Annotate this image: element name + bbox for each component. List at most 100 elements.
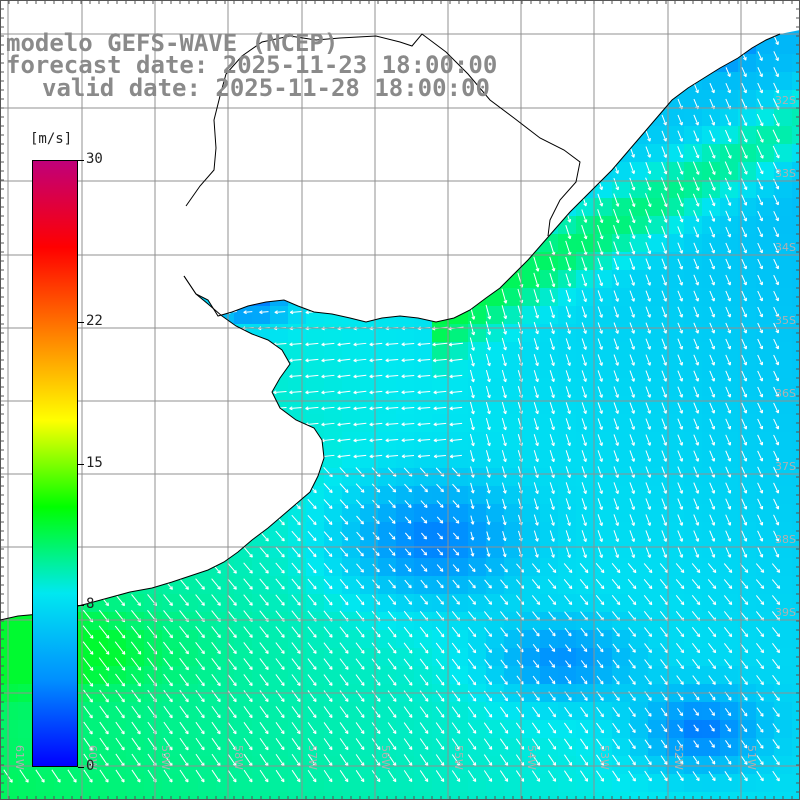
field-cell <box>666 630 685 649</box>
field-cell <box>756 594 775 613</box>
field-cell <box>630 612 649 631</box>
lon-label: 61W <box>13 745 26 770</box>
field-cell <box>594 468 613 487</box>
field-cell <box>540 666 559 685</box>
field-cell <box>378 468 397 487</box>
field-cell <box>684 90 703 109</box>
field-cell <box>270 540 289 559</box>
field-cell <box>414 612 433 631</box>
field-cell <box>504 504 523 523</box>
field-cell <box>594 702 613 721</box>
field-cell <box>684 540 703 559</box>
field-cell <box>288 738 307 757</box>
field-cell <box>432 522 451 541</box>
field-cell <box>756 288 775 307</box>
field-cell <box>684 396 703 415</box>
field-cell <box>648 504 667 523</box>
field-cell <box>378 594 397 613</box>
field-cell <box>360 414 379 433</box>
field-cell <box>540 396 559 415</box>
field-cell <box>540 270 559 289</box>
field-cell <box>234 576 253 595</box>
field-cell <box>720 414 739 433</box>
colorbar-tick-label: 22 <box>86 312 103 329</box>
field-cell <box>756 468 775 487</box>
field-cell <box>702 666 721 685</box>
field-cell <box>738 630 757 649</box>
field-cell <box>18 666 37 685</box>
field-cell <box>774 702 793 721</box>
field-cell <box>486 450 505 469</box>
field-cell <box>774 450 793 469</box>
field-cell <box>360 342 379 361</box>
field-cell <box>486 522 505 541</box>
field-cell <box>756 504 775 523</box>
field-cell <box>234 774 253 793</box>
field-cell <box>738 414 757 433</box>
field-cell <box>594 324 613 343</box>
field-cell <box>720 360 739 379</box>
colorbar-tick <box>78 463 84 465</box>
lon-label: 59W <box>159 745 172 770</box>
field-cell <box>684 468 703 487</box>
field-cell <box>648 342 667 361</box>
field-cell <box>648 630 667 649</box>
field-cell <box>594 450 613 469</box>
field-cell <box>612 360 631 379</box>
field-cell <box>522 270 541 289</box>
field-cell <box>216 630 235 649</box>
field-cell <box>594 630 613 649</box>
field-cell <box>162 666 181 685</box>
field-cell <box>468 738 487 757</box>
lat-label: 38S <box>775 533 796 546</box>
lat-label: 37S <box>775 460 796 473</box>
field-cell <box>666 594 685 613</box>
field-cell <box>108 774 127 793</box>
field-cell <box>558 630 577 649</box>
field-cell <box>216 720 235 739</box>
field-cell <box>126 630 145 649</box>
field-cell <box>108 648 127 667</box>
field-cell <box>684 234 703 253</box>
field-cell <box>702 450 721 469</box>
field-cell <box>648 450 667 469</box>
field-cell <box>180 648 199 667</box>
field-cell <box>414 504 433 523</box>
field-cell <box>180 594 199 613</box>
field-cell <box>756 522 775 541</box>
field-cell <box>630 306 649 325</box>
field-cell <box>648 432 667 451</box>
field-cell <box>594 414 613 433</box>
field-cell <box>648 288 667 307</box>
field-cell <box>738 324 757 343</box>
field-cell <box>540 558 559 577</box>
field-cell <box>720 702 739 721</box>
field-cell <box>684 666 703 685</box>
field-cell <box>774 126 793 145</box>
field-cell <box>720 378 739 397</box>
field-cell <box>684 720 703 739</box>
field-cell <box>774 306 793 325</box>
field-cell <box>612 576 631 595</box>
field-cell <box>558 468 577 487</box>
field-cell <box>144 630 163 649</box>
field-cell <box>342 324 361 343</box>
field-cell <box>558 720 577 739</box>
field-cell <box>486 504 505 523</box>
field-cell <box>414 630 433 649</box>
field-cell <box>324 432 343 451</box>
field-cell <box>342 702 361 721</box>
field-cell <box>396 378 415 397</box>
field-cell <box>684 450 703 469</box>
field-cell <box>234 306 253 325</box>
field-cell <box>576 342 595 361</box>
field-cell <box>558 648 577 667</box>
field-cell <box>666 108 685 127</box>
field-cell <box>198 702 217 721</box>
field-cell <box>486 612 505 631</box>
lon-label: 53W <box>598 745 611 770</box>
field-cell <box>684 342 703 361</box>
field-cell <box>720 612 739 631</box>
field-cell <box>684 522 703 541</box>
field-cell <box>738 576 757 595</box>
